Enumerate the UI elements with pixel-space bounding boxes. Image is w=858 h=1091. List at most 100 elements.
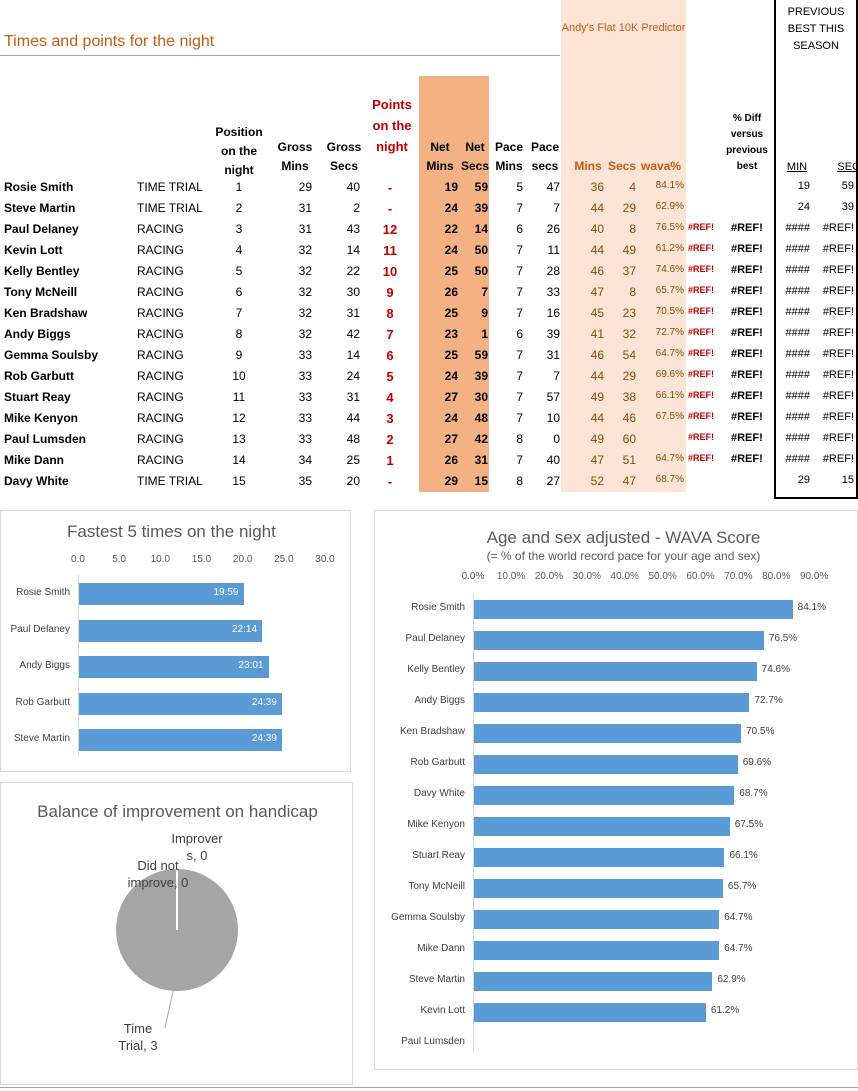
- axis-tick-label: 60.0%: [686, 571, 715, 582]
- axis-tick-label: 5.0: [112, 554, 127, 565]
- cell-pm: 6: [516, 327, 523, 341]
- cell-gm: 29: [298, 180, 312, 194]
- table-row: Davy White TIME TRIAL 15 35 20 - 29 15 8 27 52 47 68…: [0, 471, 858, 492]
- category-label: Stuart Reay: [412, 850, 465, 861]
- header-pace-secs: Pace secs: [530, 140, 560, 173]
- cell-gs: 22: [346, 264, 360, 278]
- cell-ps: 31: [546, 348, 560, 362]
- cell-ps: 10: [546, 411, 560, 425]
- cell-pos: 8: [235, 327, 243, 341]
- cell-ref1: #REF!: [688, 327, 715, 337]
- cell-psec: 8: [629, 285, 636, 299]
- header-points: Points on the night: [372, 97, 412, 154]
- cell-gm: 31: [298, 201, 312, 215]
- category-label: Gemma Soulsby: [391, 912, 465, 923]
- cell-bmin: ####: [785, 306, 810, 318]
- table-row: Stuart Reay RACING 11 33 31 4 27 30 7 57 49 38 66.1%…: [0, 387, 858, 408]
- cell-pm: 7: [516, 201, 523, 215]
- cell-ns: 39: [474, 369, 488, 383]
- cell-bsec: #REF!: [822, 348, 854, 360]
- cell-bsec: #REF!: [822, 369, 854, 381]
- cell-pmin: 49: [590, 432, 604, 446]
- cell-pos: 11: [232, 390, 246, 404]
- cell-ref2: #REF!: [731, 390, 763, 402]
- cell-pos: 12: [232, 411, 246, 425]
- cell-pts: 4: [386, 390, 394, 405]
- cell-pm: 7: [516, 243, 523, 257]
- category-label: Rob Garbutt: [15, 696, 70, 708]
- header-best-sec: SEC: [837, 161, 858, 173]
- category-label: Tony McNeill: [408, 881, 465, 892]
- cell-wava: 65.7%: [655, 285, 684, 296]
- cell-pts: 11: [383, 243, 397, 258]
- cell-type: RACING: [137, 327, 184, 341]
- cell-ns: 30: [474, 390, 488, 404]
- category-label: Rosie Smith: [411, 602, 465, 613]
- category-label: Kevin Lott: [420, 1005, 465, 1016]
- cell-nm: 22: [444, 222, 458, 236]
- bar-data-label: 69.6%: [742, 757, 772, 768]
- cell-pmin: 46: [590, 348, 604, 362]
- bar-data-label: 72.7%: [754, 695, 783, 706]
- cell-wava: 70.5%: [655, 306, 684, 317]
- cell-ns: 9: [481, 306, 488, 320]
- cell-gm: 32: [298, 306, 312, 320]
- table-row: Kevin Lott RACING 4 32 14 11 24 50 7 11 44 49 61.2% #…: [0, 240, 858, 261]
- cell-ref1: #REF!: [688, 411, 715, 421]
- cell-bmin: ####: [785, 348, 810, 360]
- cell-gs: 30: [346, 285, 360, 299]
- cell-ns: 50: [474, 264, 488, 278]
- cell-gm: 34: [298, 453, 312, 467]
- cell-bsec: #REF!: [822, 243, 854, 255]
- bar: [79, 729, 282, 751]
- cell-pts: -: [387, 201, 393, 216]
- pie-label-improvers: Improver s, 0: [171, 831, 223, 863]
- cell-bsec: #REF!: [822, 285, 854, 297]
- cell-ref1: #REF!: [688, 369, 715, 379]
- cell-bsec: 59: [841, 180, 854, 192]
- cell-bmin: ####: [785, 432, 810, 444]
- table-row: Tony McNeill RACING 6 32 30 9 26 7 7 33 47 8 65.7% #R…: [0, 282, 858, 303]
- category-axis: [473, 593, 474, 1053]
- cell-gm: 35: [298, 474, 312, 488]
- cell-ns: 50: [474, 243, 488, 257]
- cell-name: Paul Lumsden: [4, 432, 87, 446]
- header-gross-mins: Gross Mins: [277, 140, 313, 173]
- cell-nm: 25: [444, 348, 458, 362]
- cell-ref2: #REF!: [731, 432, 763, 444]
- cell-psec: 51: [622, 453, 636, 467]
- cell-psec: 38: [622, 390, 636, 404]
- table-row: Kelly Bentley RACING 5 32 22 10 25 50 7 28 46 37 74.…: [0, 261, 858, 282]
- axis-tick-label: 30.0: [315, 554, 335, 565]
- cell-gm: 32: [298, 243, 312, 257]
- bottom-divider: [0, 1087, 858, 1088]
- cell-ns: 15: [474, 474, 488, 488]
- bar: [474, 754, 738, 774]
- bar-data-label: 24:39: [251, 733, 277, 744]
- cell-name: Rosie Smith: [4, 180, 74, 194]
- category-label: Steve Martin: [408, 974, 465, 985]
- cell-gm: 32: [298, 327, 312, 341]
- cell-psec: 37: [622, 264, 636, 278]
- cell-nm: 26: [444, 453, 458, 467]
- cell-pts: 5: [386, 369, 394, 384]
- axis-tick-label: 0.0: [71, 554, 85, 565]
- cell-bmin: ####: [785, 264, 810, 276]
- cell-ref2: #REF!: [731, 369, 763, 381]
- bar: [79, 692, 282, 715]
- header-best-min: MIN: [786, 161, 808, 173]
- cell-ref1: #REF!: [688, 390, 715, 400]
- page-title: Times and points for the night: [4, 33, 215, 50]
- bar: [474, 940, 720, 960]
- cell-pos: 5: [235, 264, 243, 278]
- bar: [474, 599, 793, 619]
- cell-pm: 6: [516, 222, 523, 236]
- cell-wava: 64.7%: [655, 348, 684, 359]
- cell-bsec: #REF!: [822, 264, 854, 276]
- cell-bsec: #REF!: [822, 306, 854, 318]
- cell-pts: 10: [382, 264, 398, 279]
- pie-svg: [116, 869, 238, 1029]
- cell-bmin: ####: [785, 285, 810, 297]
- cell-name: Mike Kenyon: [4, 411, 79, 425]
- bar-data-label: 74.6%: [761, 664, 790, 675]
